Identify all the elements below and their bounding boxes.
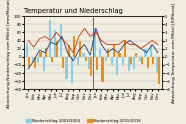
Bar xyxy=(124,40,126,57)
Bar xyxy=(145,49,147,57)
Bar xyxy=(96,57,98,70)
Bar xyxy=(73,36,75,57)
Bar xyxy=(45,48,47,57)
Bar xyxy=(133,57,135,69)
Bar xyxy=(34,57,36,68)
Bar xyxy=(107,49,109,57)
Bar xyxy=(135,53,137,57)
Bar xyxy=(49,20,51,57)
Bar xyxy=(128,57,130,71)
Bar xyxy=(37,57,39,63)
Bar xyxy=(94,28,96,57)
Bar xyxy=(101,57,104,82)
Bar xyxy=(116,57,118,75)
Bar xyxy=(147,57,149,68)
Bar xyxy=(90,57,92,76)
Bar xyxy=(26,43,28,57)
Legend: Niederschlag 2003/2004, Lufttemperatur 2003/2004, Niederschlag 2015/2016, Luftte: Niederschlag 2003/2004, Lufttemperatur 2… xyxy=(26,119,145,124)
Y-axis label: Abweichung Temperatur vom Mittel [K/Monat]: Abweichung Temperatur vom Mittel [K/Mona… xyxy=(172,3,177,103)
Bar xyxy=(105,57,107,61)
Bar xyxy=(130,57,132,64)
Bar xyxy=(122,57,124,65)
Bar xyxy=(152,57,154,64)
Bar xyxy=(54,30,56,57)
Bar xyxy=(111,57,113,65)
Bar xyxy=(158,57,160,84)
Bar xyxy=(51,57,53,62)
Bar xyxy=(88,57,90,69)
Bar xyxy=(113,45,115,57)
Text: Temperatur und Niederschlag: Temperatur und Niederschlag xyxy=(24,8,123,14)
Bar xyxy=(71,57,73,83)
Bar xyxy=(39,52,41,57)
Bar xyxy=(118,53,121,57)
Bar xyxy=(77,57,79,65)
Bar xyxy=(139,57,141,61)
Bar xyxy=(60,24,62,57)
Bar xyxy=(68,45,70,57)
Bar xyxy=(141,57,143,64)
Bar xyxy=(82,53,85,57)
Bar xyxy=(65,57,68,79)
Y-axis label: Abweichung Niederschlag vom Mittel [mm/Monat]: Abweichung Niederschlag vom Mittel [mm/M… xyxy=(7,0,11,108)
Bar xyxy=(156,57,158,73)
Bar xyxy=(62,57,64,68)
Bar xyxy=(32,57,34,62)
Bar xyxy=(85,57,87,61)
Bar xyxy=(150,45,152,57)
Bar xyxy=(43,57,45,71)
Bar xyxy=(56,41,58,57)
Bar xyxy=(79,41,81,57)
Bar xyxy=(99,49,101,57)
Bar xyxy=(28,57,30,67)
